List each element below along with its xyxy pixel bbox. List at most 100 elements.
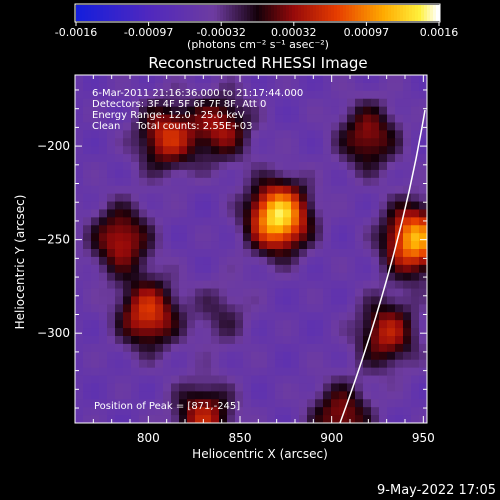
heatmap-cell: [387, 304, 396, 313]
heatmap-cell: [179, 114, 188, 123]
colorbar-segment: [250, 5, 254, 21]
heatmap-cell: [235, 162, 244, 171]
heatmap-cell: [107, 280, 116, 289]
heatmap-cell: [283, 114, 292, 123]
heatmap-cell: [275, 106, 284, 115]
colorbar-segment: [208, 5, 212, 21]
heatmap-cell: [307, 296, 316, 305]
heatmap-cell: [347, 280, 356, 289]
heatmap-cell: [291, 351, 300, 361]
heatmap-cell: [275, 272, 284, 282]
colorbar-segment: [157, 5, 161, 21]
heatmap-cell: [203, 351, 212, 361]
heatmap-cell: [187, 328, 196, 337]
heatmap-cell: [419, 241, 428, 250]
heatmap-cell: [123, 241, 132, 250]
heatmap-cell: [155, 383, 164, 392]
heatmap-cell: [211, 130, 220, 139]
heatmap-cell: [315, 351, 324, 361]
heatmap-cell: [131, 336, 140, 345]
heatmap-cell: [275, 217, 284, 226]
heatmap-cell: [315, 336, 324, 345]
colorbar-segment: [127, 5, 131, 21]
heatmap-cell: [107, 256, 116, 266]
heatmap-cell: [163, 359, 172, 369]
heatmap-cell: [299, 312, 308, 321]
heatmap-cell: [411, 169, 420, 179]
heatmap-cell: [259, 225, 268, 234]
heatmap-cell: [379, 328, 388, 337]
heatmap-cell: [155, 399, 164, 408]
heatmap-cell: [363, 272, 372, 282]
heatmap-cell: [139, 90, 148, 100]
colorbar-segment: [178, 5, 182, 21]
heatmap-cell: [91, 280, 100, 289]
heatmap-cell: [91, 225, 100, 234]
heatmap-cell: [363, 312, 372, 321]
heatmap-cell: [395, 225, 404, 234]
heatmap-cell: [291, 138, 300, 147]
heatmap-cell: [123, 154, 132, 163]
heatmap-cell: [379, 138, 388, 147]
heatmap-cell: [99, 407, 108, 416]
heatmap-cell: [187, 383, 196, 392]
heatmap-cell: [163, 82, 172, 92]
heatmap-cell: [403, 138, 412, 147]
colorbar-segment: [199, 5, 203, 21]
colorbar-segment: [340, 5, 344, 21]
heatmap-cell: [291, 280, 300, 289]
colorbar-segment: [388, 5, 392, 21]
heatmap-cell: [99, 138, 108, 147]
heatmap-cell: [99, 225, 108, 234]
heatmap-cell: [179, 280, 188, 289]
heatmap-cell: [123, 177, 132, 187]
peak-position-label: Position of Peak = [871,-245]: [94, 401, 240, 412]
footer-date: 9-May-2022 17:05: [377, 483, 496, 498]
heatmap-cell: [203, 288, 212, 297]
heatmap-cell: [147, 82, 156, 92]
heatmap-cell: [395, 304, 404, 313]
heatmap-cell: [251, 233, 260, 242]
heatmap-cell: [347, 399, 356, 408]
heatmap-cell: [163, 272, 172, 282]
heatmap-cell: [403, 122, 412, 131]
heatmap-cell: [227, 162, 236, 171]
heatmap-cell: [347, 90, 356, 100]
heatmap-cell: [163, 320, 172, 329]
heatmap-cell: [419, 336, 428, 345]
heatmap-cell: [291, 75, 300, 84]
heatmap-cell: [251, 296, 260, 305]
heatmap-cell: [307, 304, 316, 313]
heatmap-cell: [155, 407, 164, 416]
heatmap-cell: [211, 217, 220, 226]
colorbar-segment: [151, 5, 155, 21]
heatmap-cell: [171, 336, 180, 345]
heatmap-cell: [83, 249, 92, 258]
heatmap-cell: [243, 407, 252, 416]
heatmap-cell: [187, 367, 196, 376]
heatmap-cell: [267, 249, 276, 258]
colorbar-segment: [433, 5, 437, 21]
heatmap-cell: [203, 312, 212, 321]
heatmap-cell: [171, 312, 180, 321]
heatmap-cell: [267, 391, 276, 400]
heatmap-cell: [147, 241, 156, 250]
heatmap-cell: [291, 177, 300, 187]
heatmap-cell: [99, 154, 108, 163]
heatmap-cell: [139, 407, 148, 416]
heatmap-cell: [259, 201, 268, 210]
heatmap-cell: [371, 201, 380, 210]
heatmap-cell: [179, 233, 188, 242]
heatmap-cell: [195, 249, 204, 258]
colorbar-segment: [262, 5, 266, 21]
heatmap-cell: [275, 264, 284, 274]
heatmap-cell: [115, 399, 124, 408]
heatmap-cell: [323, 391, 332, 400]
heatmap-cell: [131, 415, 140, 424]
heatmap-cell: [259, 296, 268, 305]
heatmap-cell: [379, 177, 388, 187]
heatmap-cell: [75, 241, 84, 250]
heatmap-cell: [339, 122, 348, 131]
x-tick-label: 900: [320, 431, 343, 445]
heatmap-cell: [387, 407, 396, 416]
